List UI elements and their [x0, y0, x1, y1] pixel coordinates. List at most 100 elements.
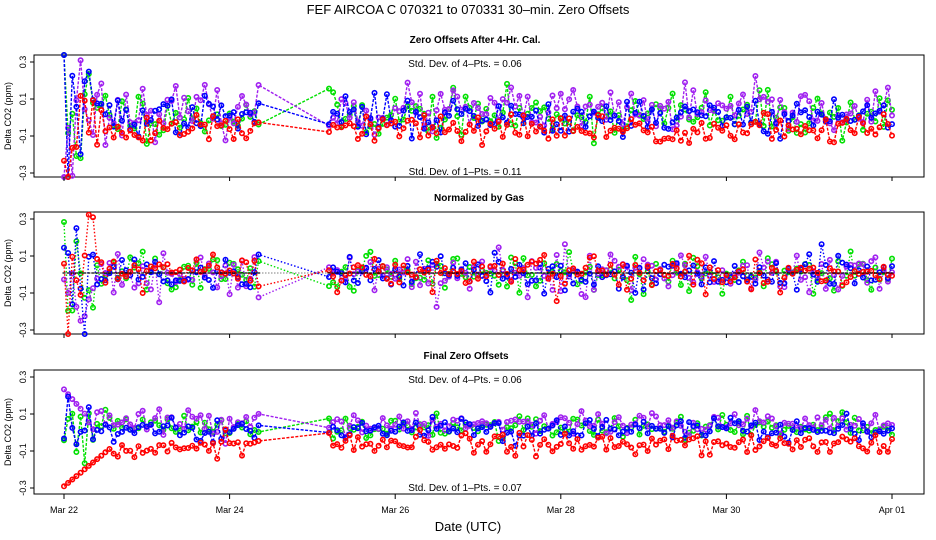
data-point	[802, 123, 809, 130]
data-point	[338, 277, 345, 284]
data-point	[392, 438, 399, 445]
data-point	[69, 72, 76, 79]
data-point	[677, 281, 684, 288]
data-point	[354, 262, 361, 269]
data-point	[350, 99, 357, 106]
series-line-red	[63, 427, 893, 487]
panel-title: Zero Offsets After 4-Hr. Cal.	[410, 35, 541, 46]
data-point	[516, 131, 523, 138]
data-point	[661, 105, 668, 112]
data-point	[657, 110, 664, 117]
data-point	[408, 116, 415, 123]
data-point	[590, 443, 597, 450]
data-point	[487, 441, 494, 448]
data-point	[462, 260, 469, 267]
x-tick-label: Apr 01	[879, 505, 906, 515]
data-point	[119, 270, 126, 277]
data-point	[545, 441, 552, 448]
data-point	[334, 441, 341, 448]
data-point	[777, 435, 784, 442]
data-point	[822, 416, 829, 423]
data-point	[503, 99, 510, 106]
data-point	[880, 102, 887, 109]
data-point	[334, 283, 341, 290]
data-point	[868, 258, 875, 265]
data-point	[623, 286, 630, 293]
data-point	[876, 269, 883, 276]
data-point	[578, 270, 585, 277]
data-point	[483, 278, 490, 285]
data-point	[412, 120, 419, 127]
data-point	[102, 279, 109, 286]
data-point	[119, 129, 126, 136]
data-point	[590, 425, 597, 432]
data-point	[408, 427, 415, 434]
data-point	[781, 133, 788, 140]
data-point	[818, 422, 825, 429]
panel-zero-offsets-after-cal: Zero Offsets After 4-Hr. Cal. Delta CO2 …	[3, 35, 925, 181]
data-point	[578, 290, 585, 297]
data-point	[599, 423, 606, 430]
data-point	[255, 283, 262, 290]
data-point	[524, 281, 531, 288]
data-point	[181, 412, 188, 419]
data-point	[234, 439, 241, 446]
data-point	[185, 275, 192, 282]
data-point	[884, 278, 891, 285]
data-point	[888, 255, 895, 262]
data-point	[416, 134, 423, 141]
data-point	[872, 432, 879, 439]
data-point	[222, 137, 229, 144]
data-point	[230, 270, 237, 277]
data-point	[131, 430, 138, 437]
data-point	[60, 435, 67, 442]
data-point	[888, 263, 895, 270]
data-point	[226, 415, 233, 422]
data-point	[632, 289, 639, 296]
data-point	[193, 419, 200, 426]
data-point	[599, 433, 606, 440]
data-point	[466, 121, 473, 128]
data-point	[557, 440, 564, 447]
data-point	[512, 273, 519, 280]
data-point	[524, 423, 531, 430]
data-point	[325, 429, 332, 436]
data-point	[702, 97, 709, 104]
data-point	[77, 317, 84, 324]
data-point	[495, 103, 502, 110]
data-point	[437, 422, 444, 429]
data-point	[135, 410, 142, 417]
data-point	[607, 108, 614, 115]
data-point	[363, 422, 370, 429]
data-point	[636, 269, 643, 276]
data-point	[652, 441, 659, 448]
data-point	[433, 425, 440, 432]
data-point	[98, 407, 105, 414]
data-point	[450, 87, 457, 94]
data-point	[532, 453, 539, 460]
data-point	[727, 278, 734, 285]
data-point	[408, 444, 415, 451]
y-tick-label: -0.3	[18, 165, 28, 181]
data-point	[210, 284, 217, 291]
y-tick-label: 0.1	[18, 408, 28, 421]
data-point	[255, 82, 262, 89]
data-point	[607, 261, 614, 268]
data-point	[479, 142, 486, 149]
data-point	[561, 287, 568, 294]
data-point	[632, 109, 639, 116]
data-point	[367, 248, 374, 255]
data-point	[379, 263, 386, 270]
data-point	[810, 264, 817, 271]
data-point	[172, 129, 179, 136]
data-point	[251, 414, 258, 421]
data-point	[822, 438, 829, 445]
data-point	[102, 128, 109, 135]
data-point	[367, 440, 374, 447]
data-point	[330, 89, 337, 96]
data-point	[350, 412, 357, 419]
data-point	[528, 436, 535, 443]
data-point	[214, 87, 221, 94]
data-point	[214, 116, 221, 123]
